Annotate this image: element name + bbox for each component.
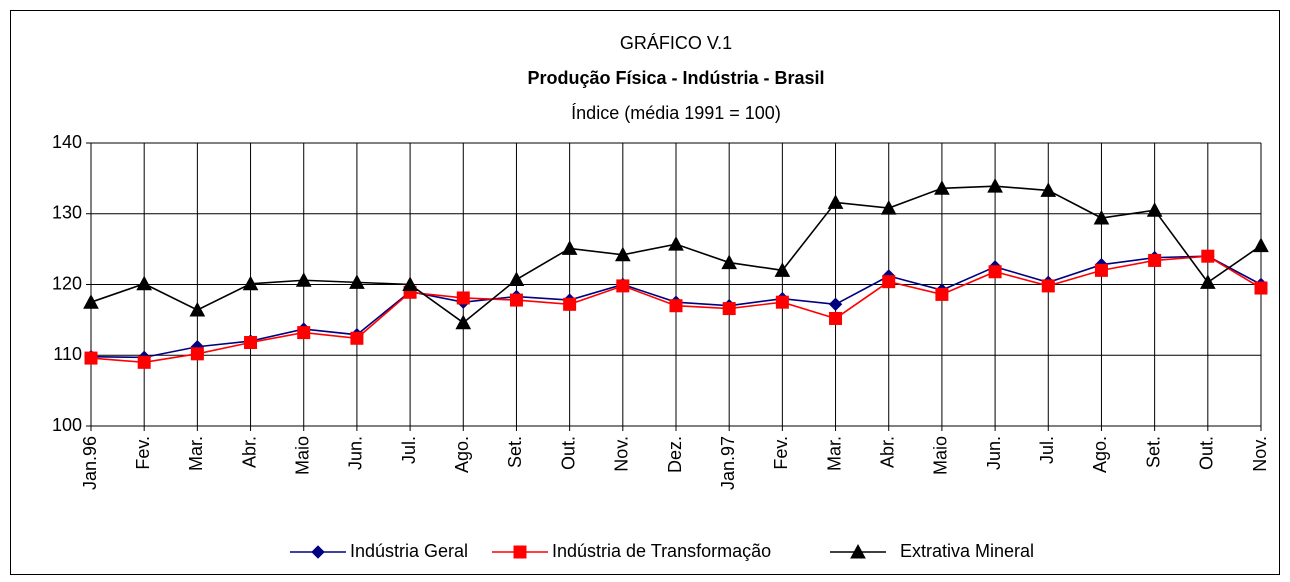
- data-point: [136, 275, 153, 291]
- data-point: [722, 302, 736, 316]
- data-point: [1253, 237, 1269, 253]
- x-tick-label: Nov.: [612, 436, 632, 472]
- x-tick-label: Jun.: [346, 436, 366, 470]
- x-tick-label: Set.: [505, 436, 525, 468]
- data-point: [668, 236, 684, 251]
- chart-title: GRÁFICO V.1: [620, 33, 732, 53]
- x-tick-label: Ago.: [1090, 436, 1110, 473]
- data-point: [244, 336, 258, 350]
- data-point: [1146, 202, 1163, 217]
- data-point: [828, 297, 843, 312]
- data-point: [774, 262, 791, 277]
- legend-marker: [850, 543, 866, 559]
- x-tick-label: Ago.: [452, 436, 472, 473]
- x-tick-label: Abr.: [239, 436, 259, 468]
- data-point: [563, 297, 577, 311]
- legend-label: Indústria Geral: [350, 541, 468, 561]
- x-tick-label: Fev.: [133, 436, 153, 470]
- data-point: [1254, 281, 1268, 295]
- x-tick-label: Fev.: [771, 436, 791, 470]
- x-tick-label: Set.: [1143, 436, 1163, 468]
- data-point: [829, 311, 843, 325]
- data-point: [882, 275, 896, 289]
- x-tick-label: Maio: [931, 436, 951, 475]
- x-tick-label: Jul.: [1037, 436, 1057, 464]
- data-point: [190, 347, 204, 361]
- data-point: [880, 200, 897, 215]
- x-tick-label: Jun.: [984, 436, 1004, 470]
- data-point: [1201, 249, 1215, 263]
- data-point: [456, 291, 470, 305]
- legend-marker: [513, 545, 527, 559]
- data-point: [669, 299, 683, 313]
- legend-label: Extrativa Mineral: [900, 541, 1034, 561]
- data-point: [509, 293, 523, 307]
- data-point: [295, 272, 312, 287]
- data-point: [988, 265, 1002, 279]
- data-point: [84, 351, 98, 365]
- legend-marker: [311, 545, 325, 559]
- data-point: [775, 295, 789, 309]
- data-point: [297, 326, 311, 340]
- data-point: [616, 279, 630, 293]
- x-tick-label: Abr.: [877, 436, 897, 468]
- x-tick-label: Jul.: [399, 436, 419, 464]
- data-point: [561, 240, 578, 255]
- x-tick-label: Out.: [558, 436, 578, 470]
- data-point: [1094, 263, 1108, 277]
- data-point: [350, 331, 364, 345]
- data-point: [934, 180, 950, 195]
- x-tick-label: Out.: [1197, 436, 1217, 470]
- data-point: [1040, 182, 1057, 197]
- x-tick-label: Mar.: [186, 436, 206, 471]
- x-tick-label: Jan.97: [718, 436, 738, 490]
- data-point: [189, 301, 206, 317]
- y-tick-label: 140: [52, 132, 82, 152]
- x-tick-label: Maio: [292, 436, 312, 475]
- data-point: [721, 254, 738, 270]
- x-tick-label: Nov.: [1250, 436, 1270, 472]
- x-tick-label: Dez.: [665, 436, 685, 473]
- legend-label: Indústria de Transformação: [552, 541, 771, 561]
- data-point: [1199, 274, 1216, 289]
- y-tick-label: 100: [52, 415, 82, 435]
- data-point: [827, 194, 844, 209]
- data-point: [242, 275, 259, 291]
- y-tick-label: 130: [52, 203, 82, 223]
- data-point: [137, 355, 151, 369]
- x-tick-label: Mar.: [824, 436, 844, 471]
- y-axis-label: Índice (média 1991 = 100): [571, 103, 781, 123]
- data-point: [1148, 253, 1162, 267]
- data-point: [935, 287, 949, 301]
- data-point: [83, 294, 99, 309]
- y-tick-label: 120: [52, 273, 82, 293]
- data-point: [614, 246, 631, 262]
- data-point: [455, 314, 472, 330]
- chart-subtitle: Produção Física - Indústria - Brasil: [527, 68, 824, 88]
- data-point: [1041, 279, 1055, 293]
- x-tick-label: Jan.96: [80, 436, 100, 490]
- data-point: [402, 276, 418, 291]
- data-point: [1093, 209, 1110, 225]
- data-point: [508, 271, 525, 287]
- data-point: [349, 274, 365, 289]
- data-point: [987, 178, 1003, 193]
- y-tick-label: 110: [53, 344, 82, 364]
